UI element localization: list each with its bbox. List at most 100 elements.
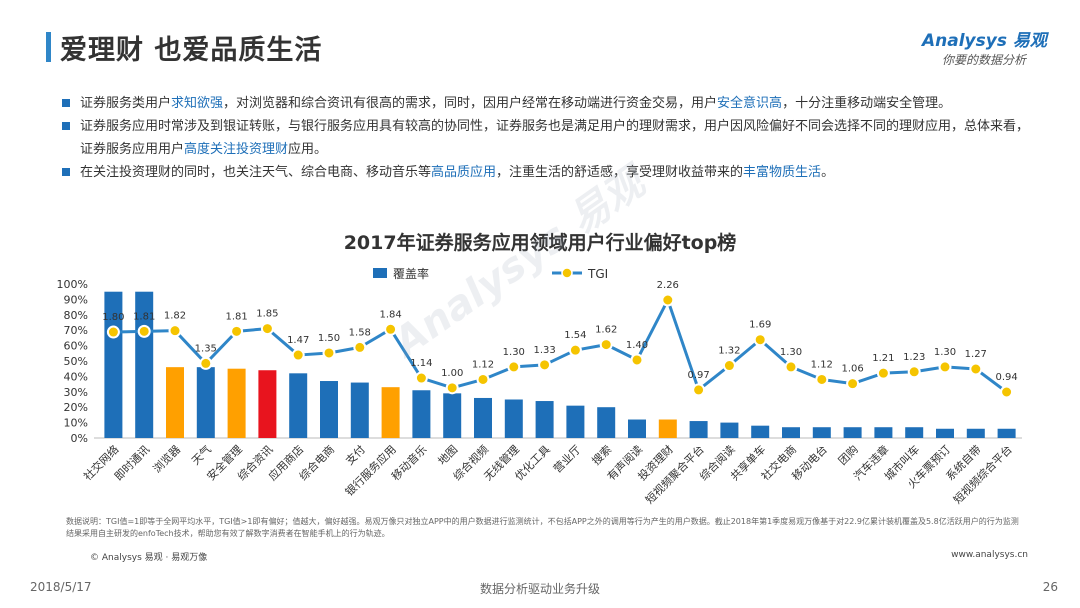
y-tick-label: 0%: [71, 432, 88, 445]
tgi-data-label: 1.30: [503, 347, 525, 358]
bar-银行服务应用: [381, 387, 400, 438]
page-number: 26: [1042, 580, 1058, 594]
bullet-square-icon: [62, 99, 70, 107]
bar-系统自带: [966, 428, 985, 438]
bar-短视频综合平台: [997, 428, 1016, 438]
tgi-data-label: 1.06: [841, 364, 863, 375]
bullet-text: 应用。: [288, 142, 328, 157]
title-accent-bar: [46, 32, 51, 62]
tgi-point: [784, 360, 798, 374]
tgi-point: [230, 324, 244, 338]
y-tick-label: 80%: [64, 309, 88, 322]
bullet-item: 在关注投资理财的同时，也关注天气、综合电商、移动音乐等高品质应用，注重生活的舒适…: [60, 161, 1030, 184]
tgi-data-label: 1.30: [934, 347, 956, 358]
tgi-data-label: 1.23: [903, 352, 925, 363]
bullet-square-icon: [62, 122, 70, 130]
bullet-list: 证券服务类用户求知欲强，对浏览器和综合资讯有很高的需求，同时，因用户经常在移动端…: [60, 92, 1030, 184]
tgi-point: [907, 365, 921, 379]
logo-brand: Analysys 易观: [922, 31, 1047, 51]
bullet-square-icon: [62, 168, 70, 176]
tgi-data-label: 0.94: [995, 372, 1017, 383]
tgi-data-label: 1.12: [811, 359, 833, 370]
bar-应用商店: [289, 373, 308, 438]
bullet-highlight: 求知欲强: [171, 96, 224, 111]
y-tick-label: 30%: [64, 386, 88, 399]
bar-短视频聚合平台: [689, 421, 708, 438]
brand-logo: Analysys 易观 你要的数据分析: [922, 26, 1062, 70]
copyright-text: © Analysys 易观 · 易观万像: [90, 553, 208, 563]
bullet-text: 在关注投资理财的同时，也关注天气、综合电商、移动音乐等: [80, 165, 432, 180]
tgi-point: [815, 372, 829, 386]
bar-综合资讯: [258, 370, 277, 438]
bar-火车票预订: [936, 428, 954, 438]
legend-marker-swatch: [561, 267, 573, 279]
tgi-point: [291, 348, 305, 362]
tgi-point: [722, 359, 736, 373]
tgi-point: [507, 360, 521, 374]
x-tick-label: 支付: [343, 443, 368, 468]
bar-营业厅: [566, 405, 585, 438]
y-tick-label: 100%: [57, 278, 88, 291]
tgi-data-label: 1.84: [379, 309, 401, 320]
bar-搜索: [597, 407, 616, 438]
x-tick-label: 搜索: [589, 442, 614, 467]
tgi-point: [969, 362, 983, 376]
tgi-point: [630, 353, 644, 367]
tgi-data-label: 1.85: [256, 309, 278, 320]
tgi-data-label: 1.82: [164, 311, 186, 322]
x-tick-label: 浏览器: [150, 442, 183, 475]
x-tick-label: 营业厅: [550, 442, 583, 475]
bar-汽车违章: [874, 427, 893, 438]
tgi-point: [661, 293, 675, 307]
y-tick-label: 40%: [64, 370, 88, 383]
tgi-point: [199, 356, 213, 370]
bullet-highlight: 高度关注投资理财: [184, 142, 289, 157]
logo-tagline: 你要的数据分析: [942, 53, 1027, 67]
tgi-point: [322, 346, 336, 360]
bullet-text: 。: [821, 165, 835, 180]
tgi-point: [414, 371, 428, 385]
bar-团购: [843, 427, 862, 438]
x-tick-label: 团购: [835, 442, 860, 467]
tgi-point: [876, 366, 890, 380]
y-tick-label: 60%: [64, 340, 88, 353]
tgi-point: [137, 324, 151, 338]
x-tick-label: 地图: [436, 443, 461, 468]
footer-slogan: 数据分析驱动业务升级: [479, 582, 600, 596]
tgi-data-label: 1.00: [441, 368, 463, 379]
footer-date: 2018/5/17: [30, 580, 92, 594]
tgi-point: [599, 338, 613, 352]
tgi-data-label: 1.35: [195, 343, 217, 354]
tgi-point: [538, 358, 552, 372]
tgi-point: [353, 340, 367, 354]
legend-bar-swatch: [373, 268, 387, 278]
tgi-point: [445, 381, 459, 395]
tgi-data-label: 1.54: [564, 330, 586, 341]
bar-无线管理: [504, 399, 523, 438]
bar-支付: [350, 382, 369, 438]
bar-有声阅读: [628, 419, 646, 438]
tgi-data-label: 1.27: [965, 349, 987, 360]
y-tick-label: 50%: [64, 355, 88, 368]
bullet-text: ，注重生活的舒适感，享受理财收益带来的: [496, 165, 744, 180]
tgi-data-label: 1.80: [102, 312, 124, 323]
tgi-data-label: 1.58: [349, 327, 371, 338]
bar-综合视频: [474, 397, 492, 438]
bullet-item: 证券服务类用户求知欲强，对浏览器和综合资讯有很高的需求，同时，因用户经常在移动端…: [60, 92, 1030, 115]
tgi-data-label: 1.40: [626, 340, 648, 351]
tgi-data-label: 1.14: [410, 358, 432, 369]
tgi-point: [168, 324, 182, 338]
tgi-point: [846, 377, 860, 391]
tgi-data-label: 1.47: [287, 335, 309, 346]
tgi-point: [692, 383, 706, 397]
bar-地图: [443, 393, 462, 438]
page-title: 爱理财 也爱品质生活: [60, 35, 323, 66]
x-tick-label: 天气: [188, 442, 213, 467]
bar-社交电商: [782, 427, 800, 438]
tgi-data-label: 1.12: [472, 359, 494, 370]
tgi-data-label: 1.81: [225, 311, 247, 322]
y-tick-label: 70%: [64, 324, 88, 337]
bar-天气: [196, 367, 215, 438]
website-link[interactable]: www.analysys.cn: [951, 550, 1028, 560]
